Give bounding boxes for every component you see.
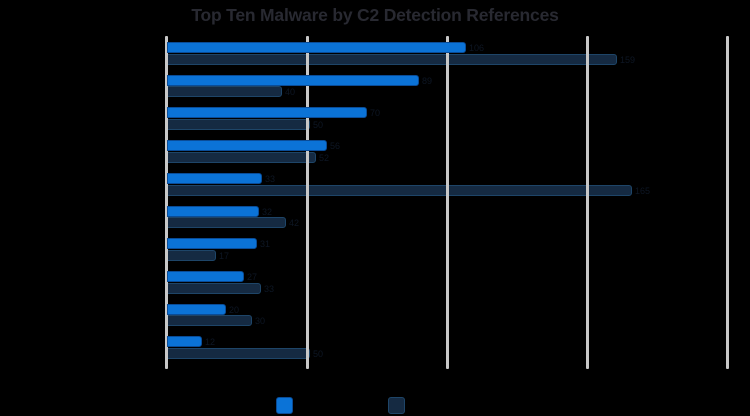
- series-light-blue-value-label: 31: [260, 239, 271, 250]
- series-dark-navy-value-label: 30: [255, 316, 266, 327]
- series-light-blue-bar: [167, 107, 367, 119]
- series-light-blue-value-label: 27: [247, 271, 258, 282]
- series-light-blue-value-label: 32: [262, 206, 273, 217]
- gridline: [726, 36, 729, 369]
- series-light-blue-value-label: 12: [205, 337, 216, 348]
- series-light-blue-value-label: 70: [370, 108, 381, 119]
- series-dark-navy-value-label: 40: [285, 87, 296, 98]
- series-dark-navy-value-label: 17: [219, 250, 230, 261]
- series-light-blue-value-label: 89: [422, 75, 433, 86]
- series-light-blue-bar: [167, 205, 259, 217]
- series-dark-navy-value-label: 52: [319, 152, 330, 163]
- series-dark-navy-value-label: 159: [620, 54, 636, 65]
- series-dark-navy-value-label: 33: [264, 283, 275, 294]
- gridline: [446, 36, 449, 369]
- series-dark-navy-bar: [167, 119, 310, 131]
- series-dark-navy-bar: [167, 184, 632, 196]
- series-dark-navy-bar: [167, 217, 286, 229]
- series-dark-navy-bar: [167, 86, 282, 98]
- series-light-blue-bar: [167, 270, 244, 282]
- series-light-blue-value-label: 56: [330, 141, 341, 152]
- legend-swatch-light-blue-icon: [276, 397, 293, 414]
- series-dark-navy-value-label: 50: [313, 349, 324, 359]
- series-dark-navy-bar: [167, 53, 617, 65]
- series-light-blue-bar: [167, 303, 226, 315]
- value-axis-line: [165, 36, 168, 369]
- series-dark-navy-bar: [167, 282, 261, 294]
- series-dark-navy-value-label: 50: [313, 120, 324, 131]
- series-light-blue-value-label: 106: [469, 43, 485, 53]
- series-dark-navy-value-label: 42: [289, 218, 300, 229]
- series-dark-navy-bar: [167, 151, 316, 163]
- series-dark-navy-value-label: 165: [635, 185, 651, 196]
- series-light-blue-bar: [167, 172, 262, 184]
- gridline: [586, 36, 589, 369]
- series-dark-navy-bar: [167, 315, 252, 327]
- gridline: [306, 36, 309, 369]
- chart-title: Top Ten Malware by C2 Detection Referenc…: [191, 5, 559, 25]
- legend: [0, 394, 750, 416]
- series-light-blue-bar: [167, 74, 419, 86]
- series-light-blue-bar: [167, 336, 202, 348]
- series-dark-navy-bar: [167, 348, 310, 359]
- series-light-blue-value-label: 33: [265, 173, 276, 184]
- legend-swatch-dark-navy-icon: [388, 397, 405, 414]
- series-light-blue-bar: [167, 42, 466, 53]
- series-dark-navy-bar: [167, 249, 216, 261]
- series-light-blue-bar: [167, 238, 257, 250]
- series-light-blue-bar: [167, 140, 327, 152]
- series-light-blue-value-label: 20: [229, 304, 240, 315]
